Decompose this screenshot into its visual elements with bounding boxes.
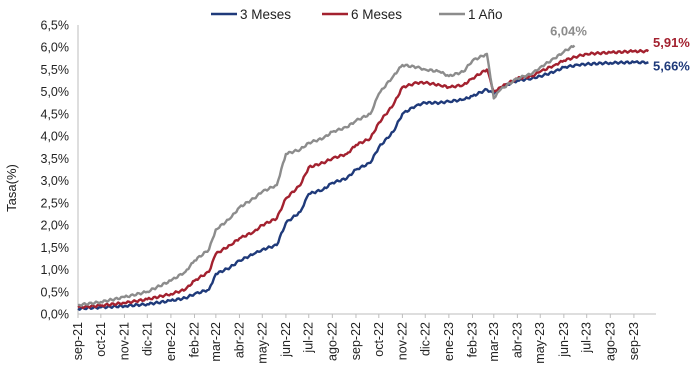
- series-lines: [77, 44, 650, 311]
- y-tick-label: 5,0%: [41, 85, 70, 99]
- x-tick-label: abr-23: [510, 322, 524, 358]
- y-axis-label: Tasa(%): [4, 164, 19, 212]
- x-tick-label: may-22: [255, 322, 269, 364]
- series-line: [77, 44, 576, 307]
- x-tick-label: ene-22: [164, 322, 178, 361]
- end-labels: 5,66% 5,91% 6,04%: [550, 23, 690, 73]
- y-tick-label: 4,5%: [41, 107, 70, 121]
- y-tick-label: 4,0%: [41, 130, 70, 144]
- series-end-label: 5,66%: [653, 58, 690, 73]
- x-tick-labels: sep-21 oct-21 nov-21 dic-21 ene-22 feb-22 mar-…: [71, 314, 641, 364]
- y-tick-label: 2,5%: [41, 196, 70, 210]
- x-tick-label: nov-22: [395, 322, 409, 360]
- x-tick-label: jun-23: [557, 322, 571, 358]
- y-tick-label: 1,5%: [41, 241, 70, 255]
- series-end-label: 6,04%: [550, 23, 587, 38]
- x-tick-label: nov-21: [117, 322, 131, 360]
- x-tick-label: ago-22: [325, 322, 339, 361]
- y-tick-label: 3,5%: [41, 152, 70, 166]
- x-tick-label: mar-22: [209, 322, 223, 362]
- y-tick-label: 6,0%: [41, 41, 70, 55]
- x-tick-label: abr-22: [232, 322, 246, 358]
- x-tick-label: feb-22: [188, 322, 202, 357]
- y-tick-label: 5,5%: [41, 63, 70, 77]
- x-tick-label: ene-23: [442, 322, 456, 361]
- y-tick-label: 6,5%: [41, 19, 70, 33]
- series-line: [77, 48, 650, 310]
- y-tick-label: 2,0%: [41, 219, 70, 233]
- x-tick-label: mar-23: [487, 322, 501, 362]
- x-tick-label: feb-23: [465, 322, 479, 357]
- chart-legend: 3 Meses 6 Meses 1 Año: [211, 7, 503, 22]
- series-end-label: 5,91%: [653, 35, 690, 50]
- x-tick-label: dic-22: [418, 322, 432, 356]
- y-tick-label: 0,5%: [41, 285, 70, 299]
- legend-label: 3 Meses: [240, 7, 291, 22]
- y-tick-label: 0,0%: [41, 308, 70, 322]
- y-tick-labels: 0,0% 0,5% 1,0% 1,5% 2,0% 2,5% 3,0% 3,5% 4,0% 4,5%…: [41, 19, 70, 322]
- x-tick-label: jun-22: [279, 322, 293, 358]
- series-line: [77, 60, 649, 311]
- x-tick-label: oct-22: [372, 322, 386, 357]
- legend-label: 6 Meses: [351, 7, 402, 22]
- x-tick-label: sep-22: [349, 322, 363, 360]
- x-tick-label: sep-23: [627, 322, 641, 360]
- x-tick-label: may-23: [533, 322, 547, 364]
- y-tick-label: 3,0%: [41, 174, 70, 188]
- y-tick-label: 1,0%: [41, 263, 70, 277]
- x-tick-label: sep-21: [71, 322, 85, 360]
- x-tick-label: jul-23: [580, 322, 594, 354]
- x-tick-label: jul-22: [302, 322, 316, 354]
- x-tick-label: ago-23: [603, 322, 617, 361]
- x-tick-label: dic-21: [140, 322, 154, 356]
- legend-label: 1 Año: [468, 7, 503, 22]
- x-tick-label: oct-21: [94, 322, 108, 357]
